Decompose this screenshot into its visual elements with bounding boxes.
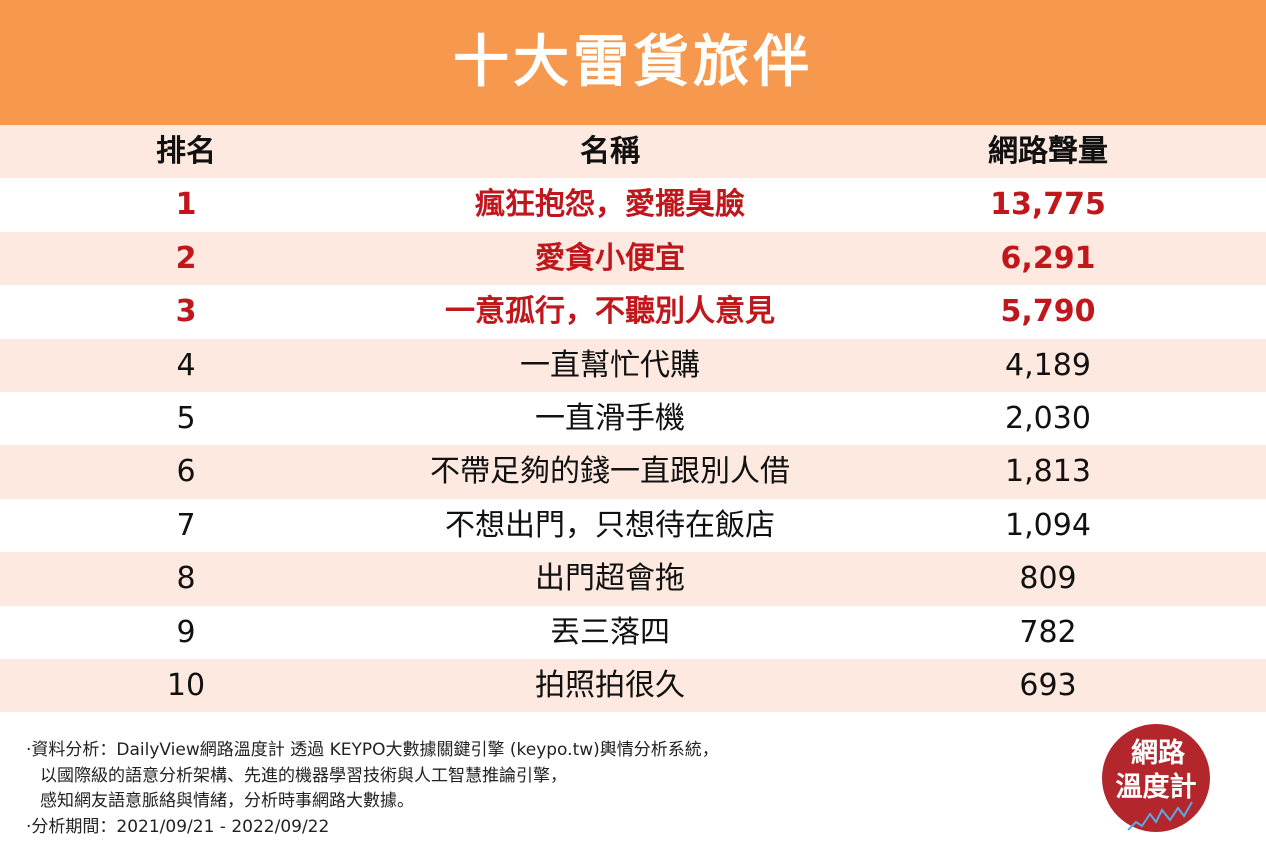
table-row: 7 不想出門，只想待在飯店 1,094 bbox=[0, 499, 1266, 552]
name: 拍照拍很久 bbox=[535, 668, 685, 703]
rank: 3 bbox=[175, 294, 197, 330]
rank: 4 bbox=[176, 347, 196, 383]
volume: 6,291 bbox=[1000, 240, 1096, 276]
name: 愛貪小便宜 bbox=[535, 240, 685, 276]
volume: 693 bbox=[1019, 668, 1077, 703]
name: 出門超會拖 bbox=[535, 561, 685, 597]
name: 不帶足夠的錢一直跟別人借 bbox=[430, 454, 790, 490]
notes: ·資料分析：DailyView網路溫度計 透過 KEYPO大數據關鍵引擎 (ke… bbox=[26, 738, 719, 840]
table-row: 5 一直滑手機 2,030 bbox=[0, 392, 1266, 445]
table-row: 10 拍照拍很久 693 bbox=[0, 659, 1266, 713]
volume: 809 bbox=[1019, 561, 1077, 597]
volume: 4,189 bbox=[1005, 347, 1091, 383]
name: 不想出門，只想待在飯店 bbox=[445, 507, 775, 543]
rank: 5 bbox=[176, 401, 196, 436]
table-row: 6 不帶足夠的錢一直跟別人借 1,813 bbox=[0, 445, 1266, 499]
header-row: 排名 名稱 網路聲量 bbox=[0, 125, 1266, 179]
name: 瘋狂抱怨，愛擺臭臉 bbox=[475, 187, 745, 223]
logo-text: 網路 bbox=[1131, 737, 1186, 769]
note-line: 以國際級的語意分析架構、先進的機器學習技術與人工智慧推論引擎， bbox=[40, 765, 567, 786]
note-line: ·資料分析：DailyView網路溫度計 透過 KEYPO大數據關鍵引擎 (ke… bbox=[26, 740, 719, 760]
table-row: 1 瘋狂抱怨，愛擺臭臉 13,775 bbox=[0, 178, 1266, 231]
rank: 6 bbox=[176, 454, 196, 490]
rank: 10 bbox=[166, 668, 206, 703]
rank: 1 bbox=[175, 187, 197, 223]
table-row: 3 一意孤行，不聽別人意見 5,790 bbox=[0, 285, 1266, 338]
logo-circle bbox=[1102, 724, 1210, 832]
volume: 1,094 bbox=[1005, 507, 1091, 543]
name: 一直滑手機 bbox=[535, 401, 685, 436]
rank: 8 bbox=[176, 561, 196, 597]
logo: 網路 溫度計 bbox=[1102, 724, 1210, 832]
table-row: 4 一直幫忙代購 4,189 bbox=[0, 338, 1266, 392]
rank: 7 bbox=[176, 507, 196, 543]
rank: 9 bbox=[176, 614, 196, 650]
table-row: 8 出門超會拖 809 bbox=[0, 552, 1266, 606]
column-header: 網路聲量 bbox=[988, 134, 1108, 169]
title-banner: 十大雷貨旅伴 bbox=[0, 0, 1266, 125]
column-header: 名稱 bbox=[580, 134, 640, 169]
column-header: 排名 bbox=[156, 134, 216, 169]
volume: 5,790 bbox=[1000, 294, 1096, 330]
name: 一直幫忙代購 bbox=[520, 347, 700, 383]
rank: 2 bbox=[175, 240, 197, 276]
table-row: 2 愛貪小便宜 6,291 bbox=[0, 231, 1266, 286]
logo-wave bbox=[1127, 801, 1193, 831]
table-row: 9 丟三落四 782 bbox=[0, 606, 1266, 659]
name: 丟三落四 bbox=[550, 614, 670, 650]
volume: 1,813 bbox=[1005, 454, 1091, 490]
name: 一意孤行，不聽別人意見 bbox=[445, 294, 775, 330]
logo-text: 溫度計 bbox=[1116, 771, 1197, 803]
volume: 2,030 bbox=[1005, 401, 1091, 436]
volume: 782 bbox=[1019, 614, 1077, 650]
volume: 13,775 bbox=[990, 187, 1106, 223]
note-line: 感知網友語意脈絡與情緒，分析時事網路大數據。 bbox=[40, 791, 414, 811]
note-line: ·分析期間：2021/09/21 - 2022/09/22 bbox=[26, 816, 330, 837]
